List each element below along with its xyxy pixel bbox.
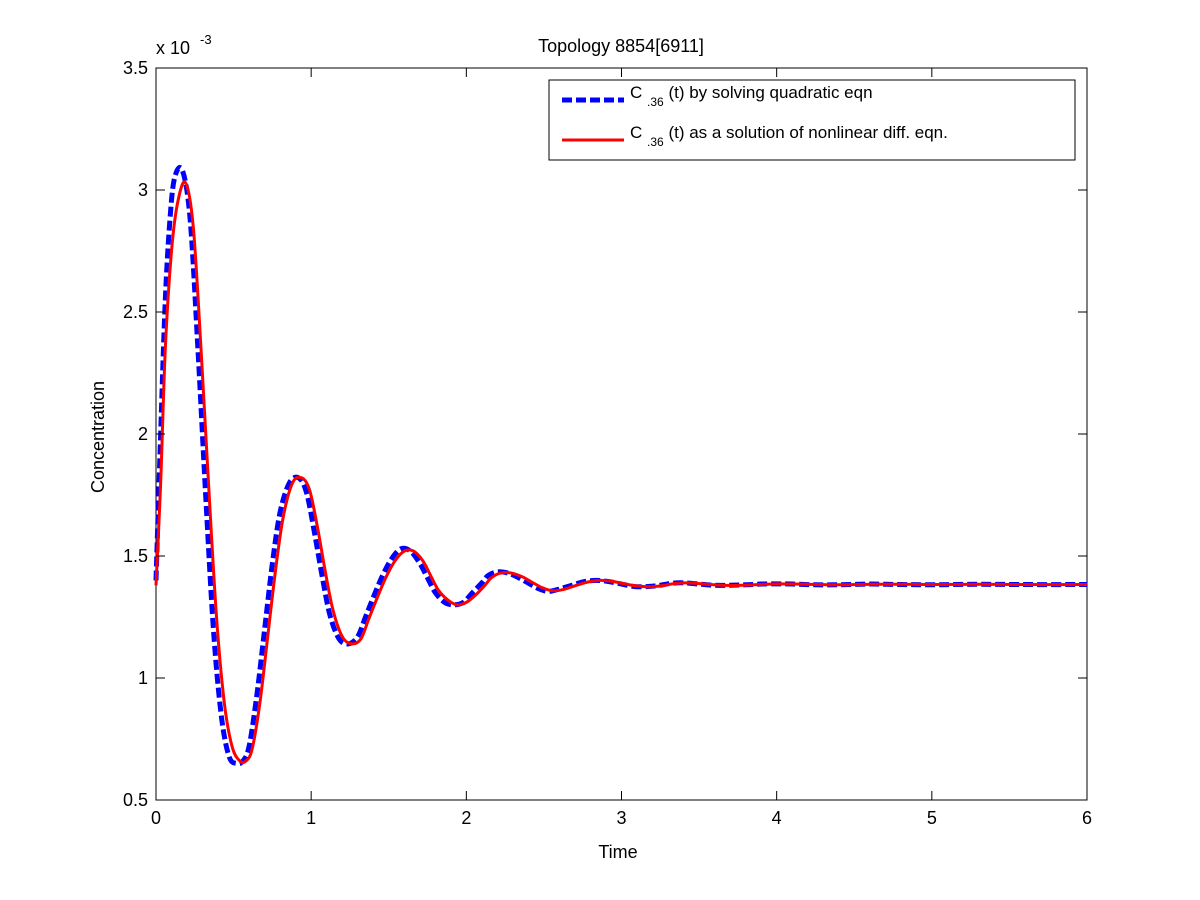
exponent-base: x 10 xyxy=(156,38,190,58)
legend-sub-quadratic: .36 xyxy=(647,95,664,109)
ticks-layer: 0 1 2 3 4 5 6 0.5 1 1.5 2 2.5 3 3.5 xyxy=(123,58,1092,828)
x-tick-label: 1 xyxy=(306,808,316,828)
legend-main-quadratic: C xyxy=(630,83,642,102)
x-tick-label: 2 xyxy=(461,808,471,828)
legend-label-quadratic: C .36 (t) by solving quadratic eqn xyxy=(630,83,873,110)
legend: C .36 (t) by solving quadratic eqn C .36… xyxy=(548,79,1076,161)
y-tick-label: 1 xyxy=(138,668,148,688)
exponent-power: -3 xyxy=(200,32,212,47)
x-tick-label: 5 xyxy=(927,808,937,828)
series-layer xyxy=(153,165,1088,767)
y-tick-label: 1.5 xyxy=(123,546,148,566)
y-tick-label: 0.5 xyxy=(123,790,148,810)
chart-title: Topology 8854[6911] xyxy=(538,36,704,56)
x-tick-label: 4 xyxy=(772,808,782,828)
plot-area: 0 1 2 3 4 5 6 0.5 1 1.5 2 2.5 3 3.5 xyxy=(123,58,1092,828)
axes-box xyxy=(155,67,1088,801)
x-tick-label: 3 xyxy=(616,808,626,828)
x-tick-label: 6 xyxy=(1082,808,1092,828)
y-tick-label: 3.5 xyxy=(123,58,148,78)
legend-label-nonlinear: C .36 (t) as a solution of nonlinear dif… xyxy=(630,123,948,150)
legend-rest-nonlinear: (t) as a solution of nonlinear diff. eqn… xyxy=(668,123,947,142)
legend-box xyxy=(548,79,1076,161)
x-axis-label: Time xyxy=(598,842,637,862)
legend-sub-nonlinear: .36 xyxy=(647,135,664,149)
y-axis-label: Concentration xyxy=(88,381,108,493)
y-tick-label: 3 xyxy=(138,180,148,200)
x-tick-label: 0 xyxy=(151,808,161,828)
legend-rest-quadratic: (t) by solving quadratic eqn xyxy=(668,83,872,102)
y-axis-exponent: x 10 -3 xyxy=(156,32,212,58)
series-line-nonlinear xyxy=(154,180,1088,765)
legend-main-nonlinear: C xyxy=(630,123,642,142)
y-tick-label: 2 xyxy=(138,424,148,444)
y-tick-label: 2.5 xyxy=(123,302,148,322)
